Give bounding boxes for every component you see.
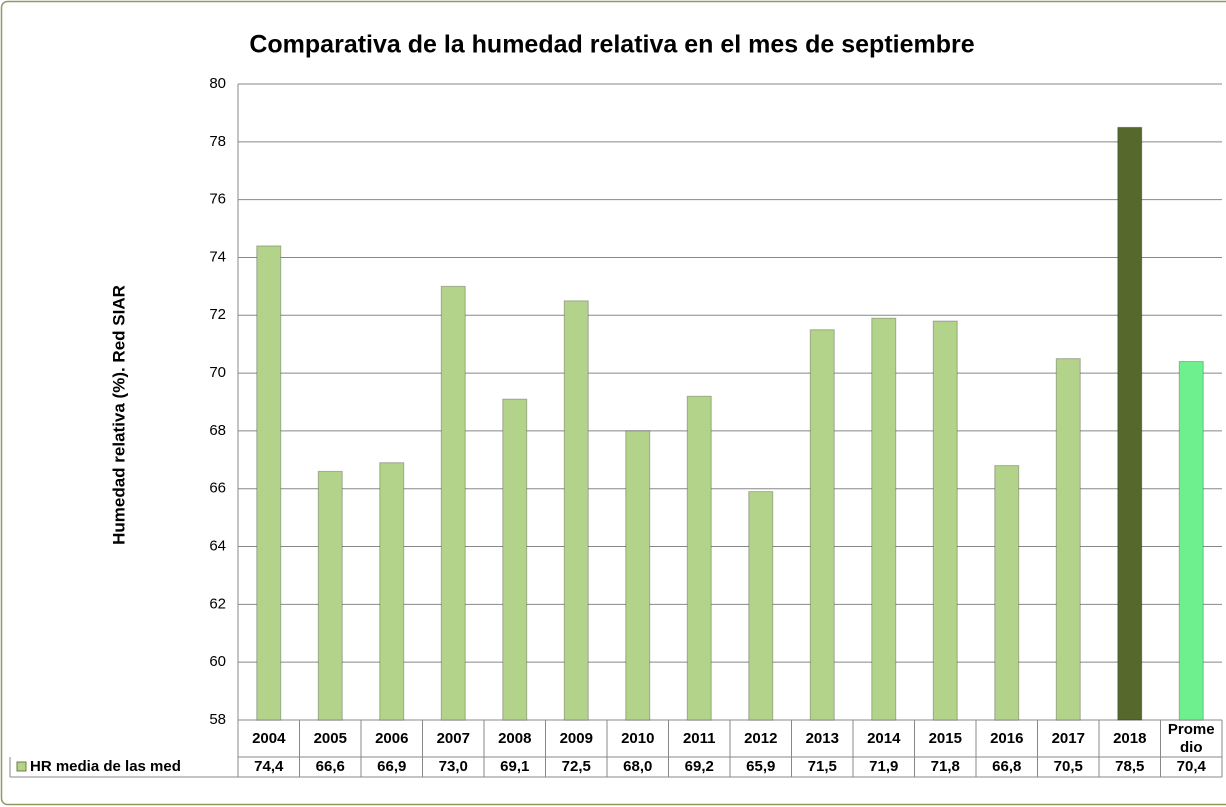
bar — [379, 462, 405, 721]
x-tick-label: Promedio — [1167, 720, 1215, 756]
chart-title: Comparativa de la humedad relativa en el… — [249, 31, 974, 59]
bar — [256, 245, 282, 721]
bar — [871, 317, 897, 721]
legend-label: HR media de las med — [30, 758, 181, 775]
bar — [932, 320, 958, 721]
bar — [748, 491, 774, 721]
x-tick-label: 2008 — [498, 729, 532, 747]
bar — [317, 470, 343, 721]
value-label: 70,5 — [1053, 758, 1083, 775]
y-tick-label: 70 — [209, 364, 226, 381]
y-tick-label: 66 — [209, 480, 226, 497]
x-tick-label: 2007 — [436, 729, 470, 747]
value-label: 78,5 — [1115, 758, 1145, 775]
x-tick-label: 2015 — [928, 729, 962, 747]
x-tick-label: 2006 — [375, 729, 409, 747]
value-label: 68,0 — [623, 758, 653, 775]
x-tick-label: 2016 — [990, 729, 1024, 747]
y-axis-label: Humedad relativa (%). Red SIAR — [109, 285, 128, 545]
bar — [994, 465, 1020, 721]
bar — [625, 430, 651, 721]
value-label: 69,1 — [500, 758, 530, 775]
value-label: 71,5 — [807, 758, 837, 775]
bar — [502, 398, 528, 721]
y-tick-label: 80 — [209, 75, 226, 92]
value-label: 70,4 — [1176, 758, 1206, 775]
bar — [563, 300, 589, 721]
bar — [809, 329, 835, 721]
value-label: 74,4 — [254, 758, 284, 775]
bar — [440, 285, 466, 721]
y-tick-label: 58 — [209, 711, 226, 728]
y-tick-label: 78 — [209, 133, 226, 150]
value-label: 71,8 — [930, 758, 960, 775]
value-label: 65,9 — [746, 758, 776, 775]
x-tick-label: 2009 — [559, 729, 593, 747]
x-tick-label: 2018 — [1113, 729, 1147, 747]
bar — [686, 395, 712, 721]
x-tick-label: 2017 — [1051, 729, 1085, 747]
bar — [1117, 126, 1143, 721]
y-tick-label: 68 — [209, 422, 226, 439]
value-label: 72,5 — [561, 758, 591, 775]
value-label: 73,0 — [438, 758, 468, 775]
bar — [1178, 361, 1204, 721]
x-tick-label: 2013 — [805, 729, 839, 747]
value-label: 66,9 — [377, 758, 407, 775]
value-label: 71,9 — [869, 758, 899, 775]
value-label: 66,6 — [315, 758, 345, 775]
x-tick-label: 2012 — [744, 729, 778, 747]
y-tick-label: 74 — [209, 248, 226, 265]
bar — [1055, 358, 1081, 721]
y-tick-label: 72 — [209, 306, 226, 323]
y-tick-label: 62 — [209, 595, 226, 612]
x-tick-label: 2004 — [252, 729, 286, 747]
value-label: 66,8 — [992, 758, 1022, 775]
value-label: 69,2 — [684, 758, 714, 775]
y-tick-label: 64 — [209, 538, 226, 555]
x-tick-label: 2010 — [621, 729, 655, 747]
x-tick-label: 2005 — [313, 729, 347, 747]
x-tick-label: 2014 — [867, 729, 901, 747]
y-tick-label: 76 — [209, 191, 226, 208]
legend-swatch — [16, 761, 27, 772]
y-tick-label: 60 — [209, 653, 226, 670]
x-tick-label: 2011 — [682, 729, 716, 747]
